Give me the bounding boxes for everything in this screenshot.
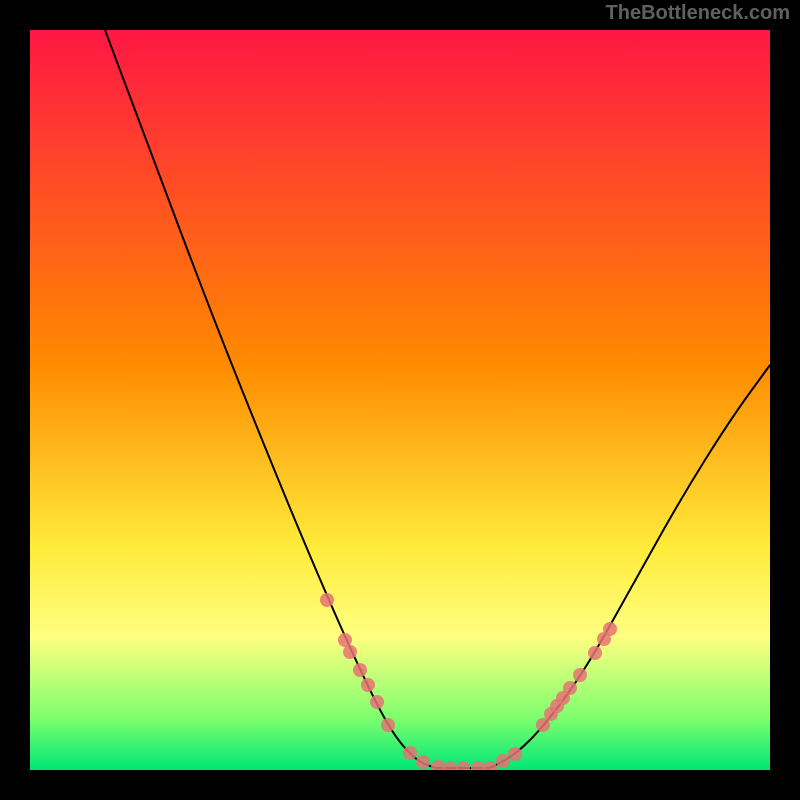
- marker-left: [320, 593, 334, 607]
- marker-bottom: [416, 755, 430, 769]
- marker-left: [343, 645, 357, 659]
- marker-bottom: [508, 747, 522, 761]
- marker-right: [588, 646, 602, 660]
- marker-right: [603, 622, 617, 636]
- marker-bottom: [483, 761, 497, 770]
- marker-bottom: [496, 754, 510, 768]
- marker-bottom: [443, 761, 457, 770]
- curve-segment: [490, 365, 770, 768]
- marker-left: [353, 663, 367, 677]
- marker-bottom: [403, 746, 417, 760]
- curve-segment: [105, 30, 435, 768]
- marker-bottom: [456, 761, 470, 770]
- marker-left: [381, 718, 395, 732]
- chart-svg: [30, 30, 770, 770]
- marker-left: [361, 678, 375, 692]
- marker-bottom: [431, 760, 445, 770]
- chart-container: [30, 30, 770, 770]
- marker-left: [338, 633, 352, 647]
- marker-left: [370, 695, 384, 709]
- marker-right: [573, 668, 587, 682]
- marker-right: [563, 681, 577, 695]
- watermark: TheBottleneck.com: [606, 2, 790, 25]
- marker-bottom: [471, 761, 485, 770]
